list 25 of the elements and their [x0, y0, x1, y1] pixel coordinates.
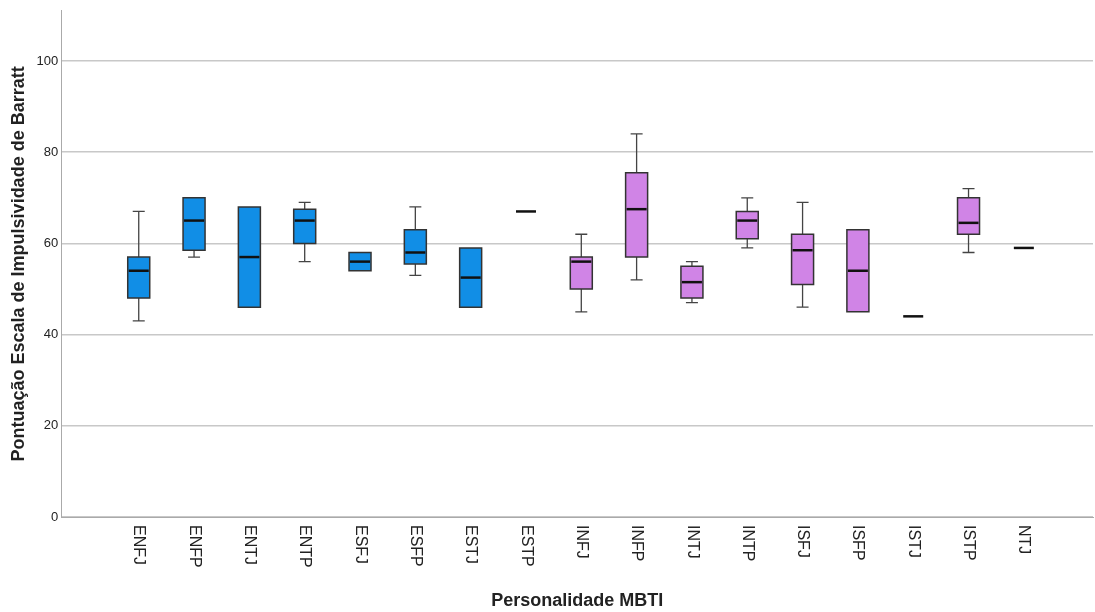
x-tick-label: ISTJ: [905, 525, 923, 558]
x-tick-label: ENFJ: [131, 525, 149, 565]
x-tick-label: NTJ: [1016, 525, 1034, 555]
x-tick-label: INTJ: [684, 525, 702, 559]
x-tick-label: ENFP: [186, 525, 204, 568]
x-tick-label: ESFJ: [352, 525, 370, 565]
x-tick-label: ESTP: [518, 525, 536, 567]
x-tick-label: ENTJ: [241, 525, 259, 565]
y-tick-label: 80: [43, 143, 59, 159]
x-tick-label: ESTJ: [463, 525, 481, 565]
y-tick-label: 60: [43, 234, 59, 250]
x-tick-label: ISFP: [850, 525, 868, 561]
y-axis-title: Pontuação Escala de Impulsividade de Barratt: [7, 66, 28, 462]
x-tick-label: INFP: [629, 525, 647, 562]
x-tick-label: INTP: [739, 525, 757, 562]
x-tick-label: ESFP: [407, 525, 425, 567]
y-tick-label: 100: [36, 52, 59, 68]
y-tick-label: 0: [51, 508, 59, 524]
x-tick-label: ISFJ: [795, 525, 813, 558]
x-tick-label: INFJ: [573, 525, 591, 559]
x-tick-label: ENTP: [297, 525, 315, 568]
x-axis-title: Personalidade MBTI: [491, 589, 664, 610]
y-tick-label: 40: [43, 326, 59, 342]
y-tick-label: 20: [43, 417, 59, 433]
x-tick-label: ISTP: [961, 525, 979, 561]
